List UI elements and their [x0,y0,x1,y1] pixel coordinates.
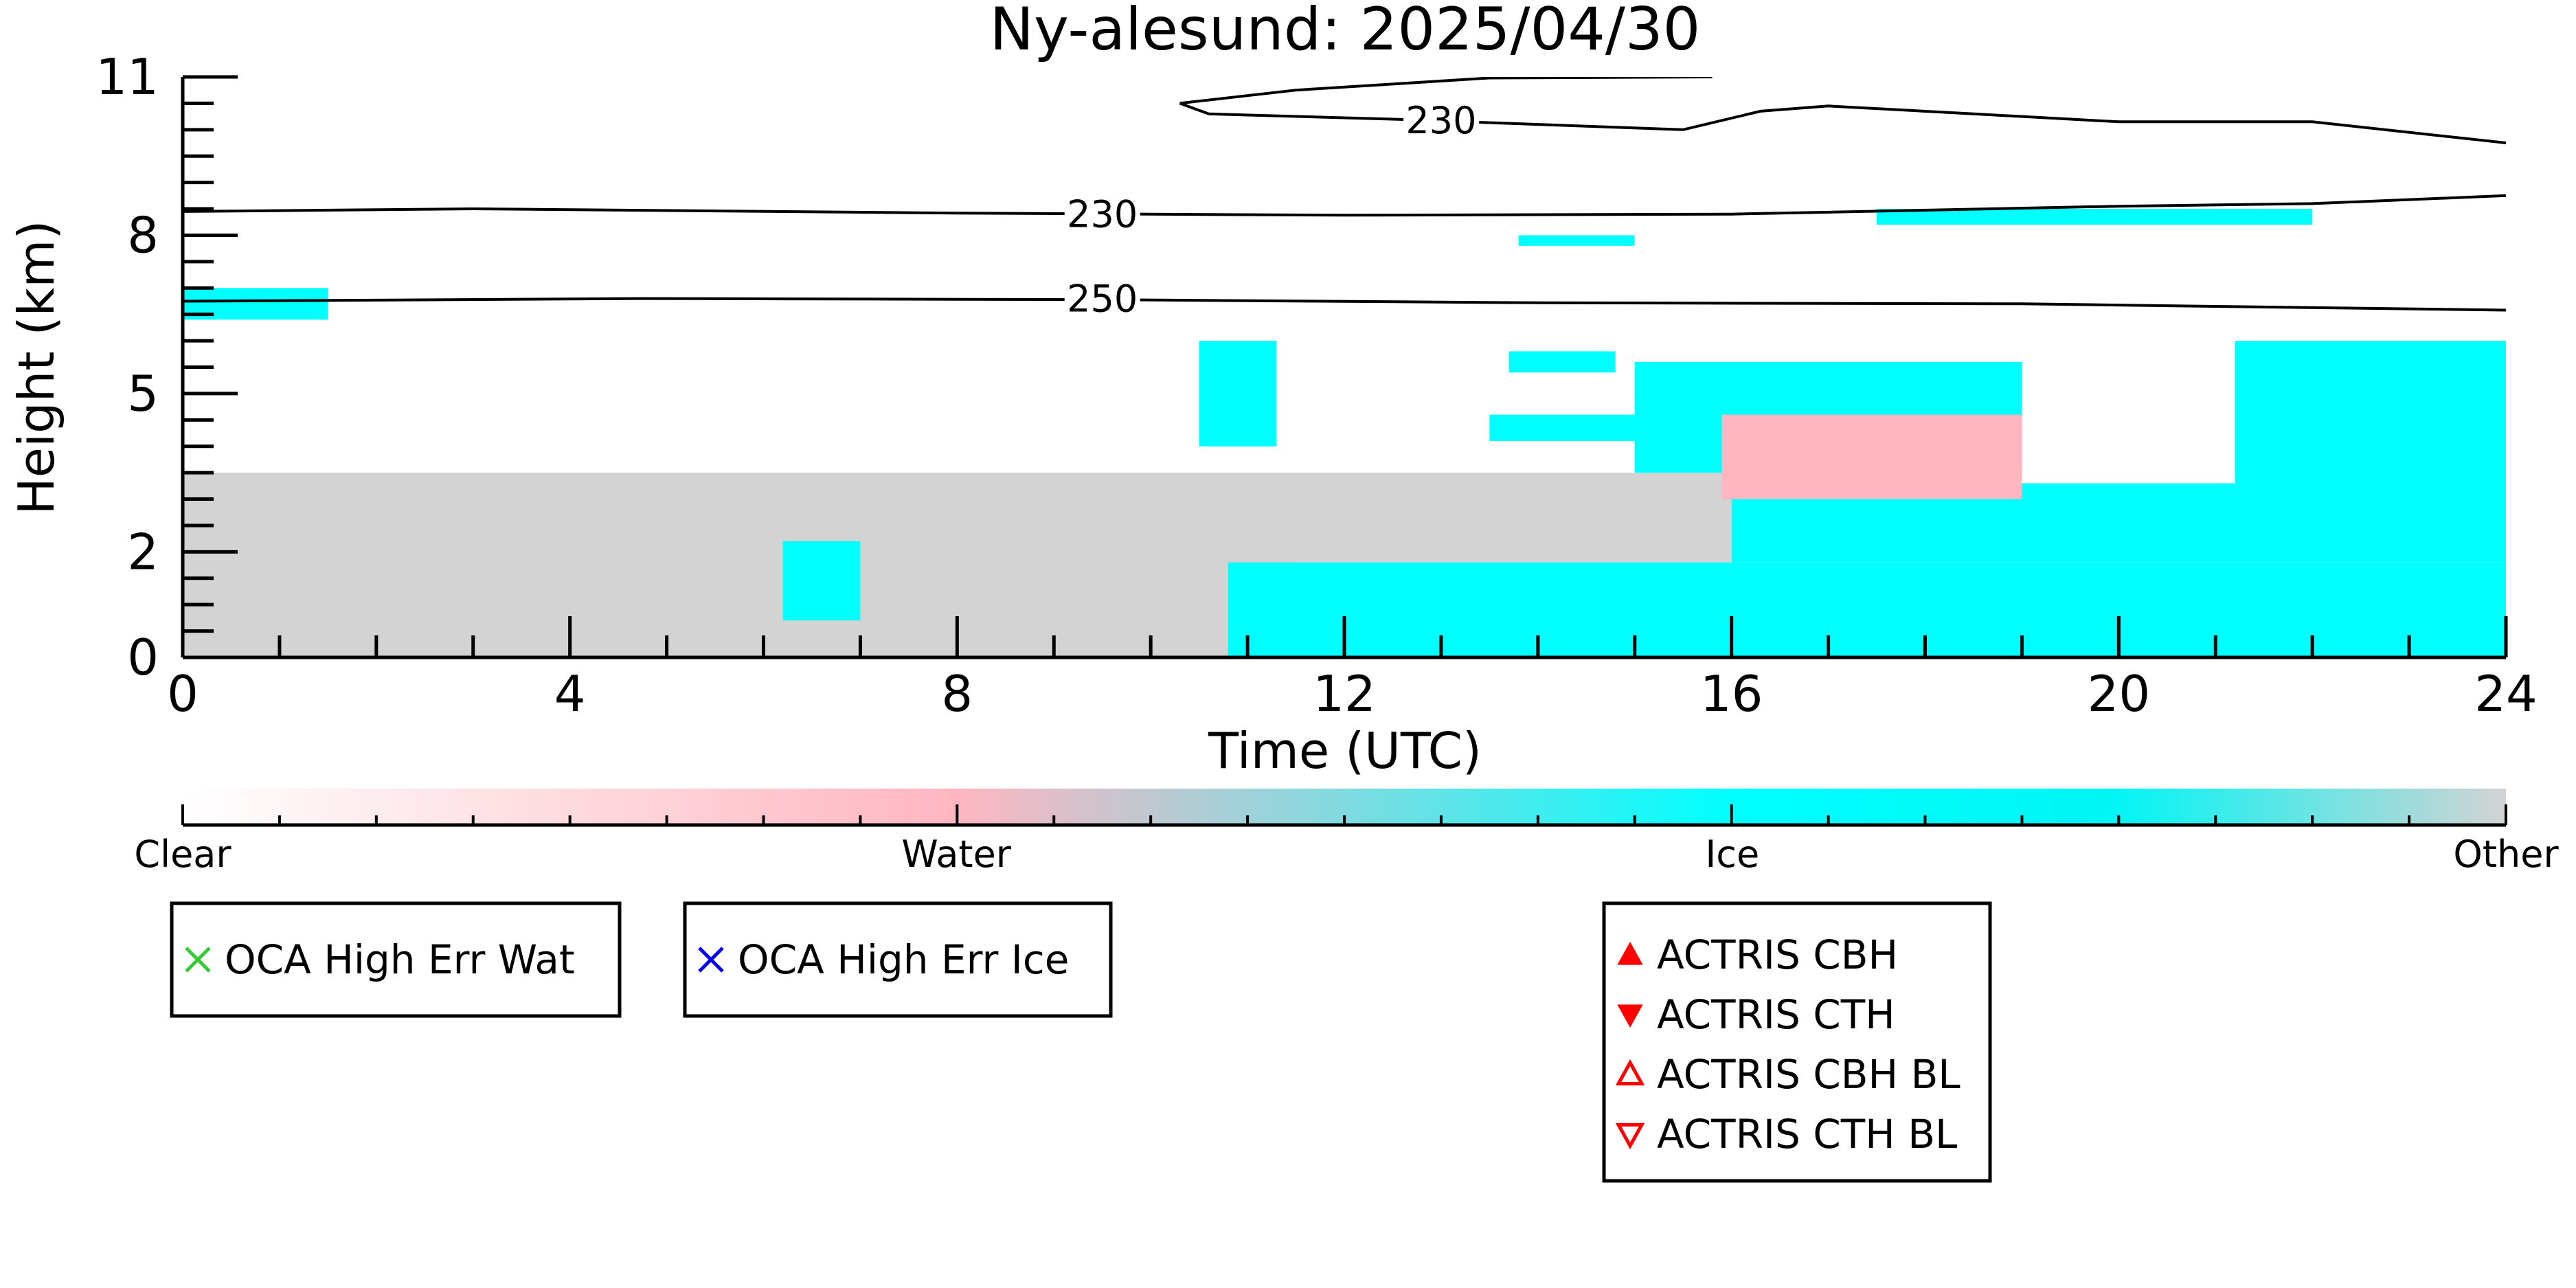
y-tick-label: 11 [95,48,159,106]
contour-label-bg-0 [1064,278,1140,319]
contour-line-3 [1179,77,1713,105]
colorbar-label-water: Water [901,833,1011,876]
region-other-1 [1296,473,1732,563]
x-tick-label: 20 [2088,665,2151,723]
chart-title: Ny-alesund: 2025/04/30 [990,0,1701,64]
contour-label-bg-1 [1064,193,1140,235]
y-tick-label: 0 [127,629,159,686]
legend-label: OCA High Err Wat [225,936,575,983]
y-axis-label: Height (km) [8,221,65,515]
legend-frame [170,901,622,1018]
region-water-8 [1721,414,2022,499]
region-ice-10 [1509,351,1616,373]
legend-box-2: ACTRIS CBH ACTRIS CTH ACTRIS CBH BL ACTRIS … [1602,901,1992,1183]
region-ice-6 [2235,341,2506,484]
region-ice-12 [1518,235,1635,246]
x-axis-label: Time (UTC) [1208,722,1482,780]
region-other-0 [183,473,1296,657]
colorbar-labels: Clear Water Ice Other [134,833,2559,876]
contour-line-1 [183,194,2506,217]
axes: 0 4 8 12 16 20 24 0 2 5 8 11 [95,48,2537,723]
x-tick-label: 24 [2474,665,2538,723]
region-ice-4 [1228,562,2506,657]
legend-marker-x [185,947,211,973]
x-tick-label: 8 [941,665,973,723]
legend-box-0: OCA High Err Wat [170,901,622,1018]
contour-label-1: 230 [1067,193,1138,236]
x-tick-label: 12 [1313,665,1376,723]
contour-line-0 [183,297,2506,312]
y-tick-label: 2 [127,523,159,580]
colorbar-label-ice: Ice [1705,833,1759,876]
x-tick-label: 4 [554,665,586,723]
legend-marker-x [698,947,724,973]
contour-labels: 250 230 230 [1064,99,1479,321]
colorbar-label-other: Other [2453,833,2559,876]
region-ice-13 [1877,209,2313,225]
legend-label: ACTRIS CTH [1657,991,1895,1038]
colorbar-label-clear: Clear [134,833,231,876]
y-tick-label: 8 [127,206,159,264]
contour-label-2: 230 [1405,99,1476,142]
region-ice-11 [1489,414,1684,442]
region-ice-3 [782,541,861,621]
legend-marker-tri-down-open [1615,1122,1645,1150]
legend-frame [1602,901,1992,1183]
legend-box-1: OCA High Err Ice [683,901,1113,1018]
legend-label: OCA High Err Ice [738,936,1069,983]
classification-regions [183,209,2506,657]
x-tick-label: 16 [1700,665,1763,723]
x-tick-label: 0 [167,665,199,723]
y-tick-label: 5 [127,365,159,422]
legend-marker-tri-up-filled [1617,941,1643,965]
colorbar-ticks [181,804,2507,825]
temperature-contours [183,77,2506,312]
legends: OCA High Err Wat OCA High Err Ice ACTRIS C… [170,901,1992,1183]
legend-label: ACTRIS CBH [1657,931,1898,978]
legend-marker-tri-up-open [1615,1059,1645,1086]
legend-label: ACTRIS CBH BL [1657,1051,1961,1098]
contour-line-2 [1179,102,2506,144]
region-ice-9 [1199,341,1277,447]
legend-marker-tri-down-filled [1617,1004,1643,1028]
plot-area: 250 230 230 [183,77,2506,657]
legend-label: ACTRIS CTH BL [1657,1111,1957,1157]
contour-label-0: 250 [1067,278,1138,321]
colorbar: Clear Water Ice Other [134,789,2559,876]
contour-label-bg-2 [1403,99,1479,141]
legend-frame [683,901,1113,1018]
